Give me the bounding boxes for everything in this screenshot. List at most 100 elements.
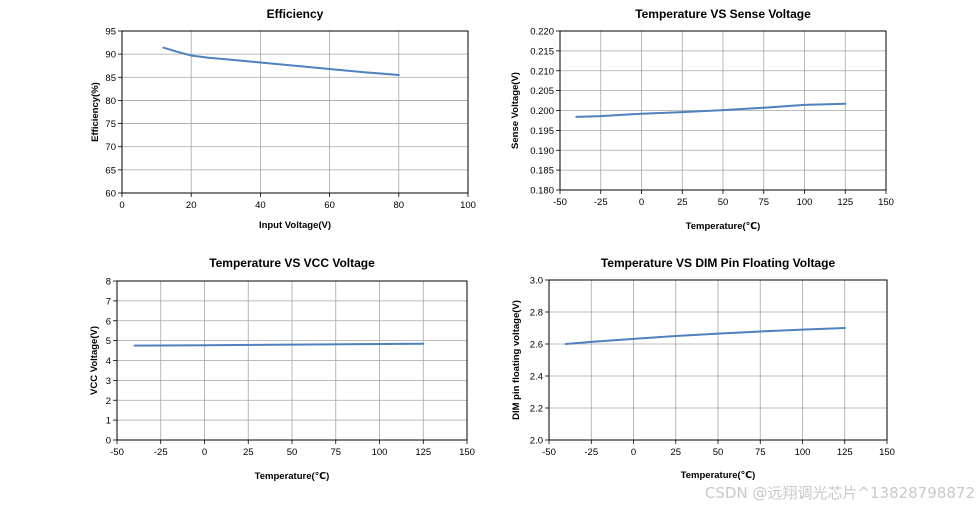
- x-axis-label: Temperature(℃): [255, 471, 330, 482]
- y-axis-label: DIM pin floating voltage(V): [511, 300, 522, 420]
- y-tick-label: 90: [105, 50, 116, 61]
- data-point: [190, 54, 192, 57]
- y-tick-label: 8: [106, 277, 111, 288]
- y-tick-label: 6: [106, 316, 111, 327]
- x-tick-label: 100: [797, 197, 813, 208]
- data-point: [203, 344, 206, 346]
- x-tick-label: 0: [202, 447, 207, 458]
- x-tick-label: 0: [631, 447, 636, 458]
- watermark-text: CSDN @远翔调光芯片^13828798872: [704, 484, 975, 502]
- data-point: [803, 104, 806, 106]
- data-point: [207, 57, 210, 59]
- data-point: [162, 46, 165, 49]
- data-point: [640, 112, 643, 115]
- chart-title: Temperature VS Sense Voltage: [635, 7, 811, 21]
- series-line: [575, 102, 847, 118]
- y-tick-label: 75: [105, 119, 116, 130]
- x-axis-label: Input Voltage(V): [259, 220, 331, 231]
- y-tick-label: 7: [106, 296, 111, 307]
- y-tick-label: 3.0: [530, 276, 543, 287]
- chart-3: Temperature VS VCC Voltage-50 -25 0 25 50 75 1…: [89, 256, 475, 482]
- y-tick-label: 0.205: [530, 86, 554, 97]
- plot-frame: [548, 279, 888, 441]
- plot-frame: [121, 30, 469, 194]
- data-point: [422, 343, 425, 345]
- x-tick-label: 75: [755, 447, 766, 458]
- y-tick-label: 0.220: [530, 27, 554, 38]
- data-point: [762, 106, 765, 109]
- x-tick-label: 100: [795, 447, 811, 458]
- x-tick-label: 50: [713, 447, 724, 458]
- x-tick-label: 125: [837, 197, 853, 208]
- y-tick-label: 80: [105, 96, 116, 107]
- data-point: [294, 64, 296, 67]
- y-tick-label: 0.195: [530, 126, 554, 137]
- x-tick-label: 150: [459, 447, 475, 458]
- chart-2: Temperature VS Sense Voltage -50 -25 0 25 50 7…: [510, 7, 894, 232]
- data-point: [363, 71, 366, 73]
- x-tick-label: 25: [677, 197, 688, 208]
- x-tick-label: -25: [584, 447, 598, 458]
- y-tick-label: 70: [105, 142, 116, 153]
- series-line: [564, 327, 846, 345]
- data-point: [681, 111, 684, 113]
- y-axis-label: Sense Voltage(V): [510, 72, 521, 149]
- data-point: [133, 344, 136, 347]
- x-tick-label: 150: [879, 447, 895, 458]
- data-point: [259, 61, 262, 64]
- x-tick-label: 60: [324, 200, 335, 211]
- data-point: [599, 115, 602, 117]
- y-tick-label: 0.215: [530, 46, 554, 57]
- y-tick-label: 0.190: [530, 146, 554, 157]
- y-tick-label: 85: [105, 73, 116, 84]
- y-tick-label: 95: [105, 27, 116, 38]
- x-tick-label: 0: [119, 200, 124, 211]
- y-tick-label: 2.6: [530, 340, 543, 351]
- y-tick-label: 2.8: [530, 308, 543, 319]
- data-point: [291, 343, 293, 346]
- plot-frame: [116, 280, 468, 441]
- y-tick-label: 0.185: [530, 166, 554, 177]
- x-tick-label: 20: [186, 200, 197, 211]
- x-tick-label: 100: [460, 200, 476, 211]
- x-tick-label: 125: [415, 447, 431, 458]
- data-point: [378, 343, 381, 345]
- chart-title: Temperature VS VCC Voltage: [209, 256, 375, 270]
- x-axis-label: Temperature(℃): [681, 470, 756, 481]
- data-point: [801, 328, 804, 331]
- x-tick-label: 50: [287, 447, 298, 458]
- y-tick-label: 0: [106, 436, 111, 447]
- x-tick-label: 100: [372, 447, 388, 458]
- data-point: [225, 58, 227, 61]
- x-tick-label: -25: [594, 197, 608, 208]
- y-tick-label: 5: [106, 336, 111, 347]
- x-tick-label: 75: [758, 197, 769, 208]
- y-tick-label: 2: [106, 396, 111, 407]
- x-tick-label: 25: [243, 447, 254, 458]
- x-tick-label: -50: [553, 197, 567, 208]
- x-tick-label: 150: [878, 197, 894, 208]
- y-tick-label: 4: [106, 356, 111, 367]
- x-tick-label: 125: [837, 447, 853, 458]
- data-point: [844, 102, 847, 105]
- x-tick-label: 80: [394, 200, 405, 211]
- y-tick-label: 2.0: [530, 436, 543, 447]
- data-point: [398, 74, 400, 76]
- x-tick-label: 0: [639, 197, 644, 208]
- x-tick-label: -50: [110, 447, 124, 458]
- chart-title: Temperature VS DIM Pin Floating Voltage: [601, 256, 836, 270]
- y-tick-label: 2.2: [530, 404, 543, 415]
- y-tick-label: 0.180: [530, 186, 554, 197]
- data-point: [717, 332, 719, 335]
- x-tick-label: 25: [670, 447, 681, 458]
- data-point: [632, 338, 635, 340]
- x-tick-label: -25: [154, 447, 168, 458]
- data-point: [565, 343, 567, 345]
- series-line: [162, 46, 400, 76]
- y-axis-label: Efficiency(%): [90, 82, 101, 142]
- y-tick-label: 2.4: [530, 372, 543, 383]
- y-tick-label: 0.200: [530, 106, 554, 117]
- y-tick-label: 0.210: [530, 66, 554, 77]
- data-point: [843, 327, 846, 329]
